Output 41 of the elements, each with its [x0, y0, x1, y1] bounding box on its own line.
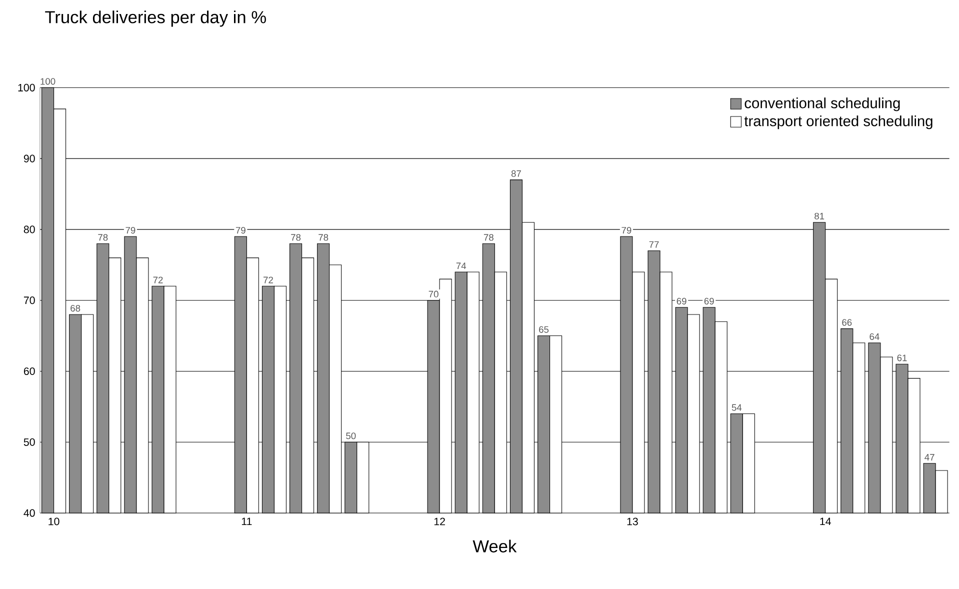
- x-tick-label: 14: [820, 518, 831, 526]
- data-label: 79: [622, 227, 632, 234]
- data-label: 72: [264, 276, 273, 284]
- data-label: 69: [704, 298, 714, 304]
- data-label: 65: [539, 326, 549, 333]
- x-axis-title: Week: [472, 540, 517, 552]
- x-tick-label: 10: [48, 518, 60, 526]
- data-label: 100: [40, 78, 56, 85]
- x-tick-label: 12: [434, 518, 445, 526]
- data-label: 78: [291, 234, 301, 241]
- data-label: 79: [236, 227, 246, 234]
- data-label: 77: [649, 241, 659, 248]
- data-label: 74: [456, 262, 466, 270]
- y-tick-label: 100: [18, 84, 35, 92]
- data-label: 47: [924, 454, 934, 460]
- y-tick-label: 70: [24, 296, 35, 304]
- data-label: 70: [428, 290, 438, 298]
- legend-label: conventional scheduling: [744, 98, 900, 112]
- data-label: 64: [870, 333, 880, 340]
- data-label: 79: [126, 227, 136, 234]
- data-label: 87: [511, 170, 521, 177]
- data-label: 69: [676, 298, 686, 304]
- data-label: 78: [484, 234, 494, 241]
- data-label: 54: [732, 404, 742, 411]
- y-tick-label: 90: [24, 154, 35, 162]
- data-label: 81: [814, 212, 824, 220]
- legend-label: transport oriented scheduling: [744, 115, 932, 130]
- data-label: 78: [98, 234, 108, 241]
- data-label: 66: [842, 319, 852, 326]
- data-label: 72: [153, 276, 163, 284]
- chart-title: Truck deliveries per day in %: [45, 10, 266, 27]
- x-tick-label: 13: [627, 518, 638, 526]
- y-tick-label: 80: [24, 226, 35, 234]
- data-label: 61: [897, 354, 907, 362]
- data-label: 50: [346, 432, 356, 440]
- data-label: 78: [318, 234, 328, 241]
- x-tick-label: 11: [242, 518, 252, 526]
- y-tick-label: 40: [24, 509, 35, 517]
- data-label: 68: [70, 304, 80, 312]
- y-tick-label: 50: [24, 438, 35, 446]
- y-tick-label: 60: [24, 367, 35, 375]
